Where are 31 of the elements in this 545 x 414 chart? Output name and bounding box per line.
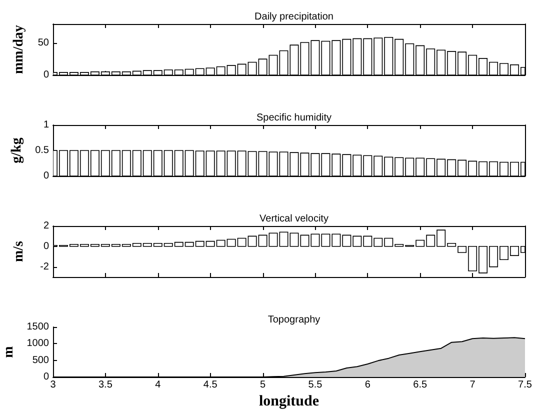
y-axis-title: g/kg <box>10 138 25 164</box>
chart-title: Topography <box>268 314 320 326</box>
chart-title: Vertical velocity <box>260 214 328 224</box>
y-tick-label: 1000 <box>26 338 50 350</box>
x-tick-label: 3 <box>50 380 56 390</box>
y-tick-label: 1500 <box>26 322 50 332</box>
x-tick-label: 4.5 <box>203 380 218 390</box>
x-tick-label: 5 <box>260 380 266 390</box>
y-tick-label: 500 <box>32 354 50 366</box>
x-tick-label: 5.5 <box>308 380 323 390</box>
y-tick-label: -2 <box>40 261 50 272</box>
y-tick-label: 1 <box>43 120 50 130</box>
y-tick-label: 0 <box>43 372 50 382</box>
x-tick-label: 6.5 <box>413 380 428 390</box>
y-tick-label: 0 <box>43 170 50 182</box>
y-tick-label: 0 <box>43 70 50 80</box>
y-tick-label: 0 <box>43 240 50 252</box>
chart-title: Daily precipitation <box>254 12 334 22</box>
y-axis-title: m <box>1 346 16 358</box>
x-tick-label: 7 <box>470 380 476 390</box>
y-tick-label: 0.5 <box>35 145 50 156</box>
y-axis-title: m/s <box>12 240 26 262</box>
x-axis-title: longitude <box>258 394 320 410</box>
x-tick-label: 6 <box>364 380 371 390</box>
x-tick-label: 7.5 <box>518 380 532 390</box>
chart-title: Specific humidity <box>256 112 332 124</box>
x-tick-label: 3.5 <box>98 380 113 390</box>
y-axis-title: mm/day <box>12 25 26 74</box>
y-tick-label: 2 <box>43 220 50 232</box>
y-tick-label: 50 <box>38 38 50 49</box>
x-tick-label: 4 <box>155 380 162 390</box>
